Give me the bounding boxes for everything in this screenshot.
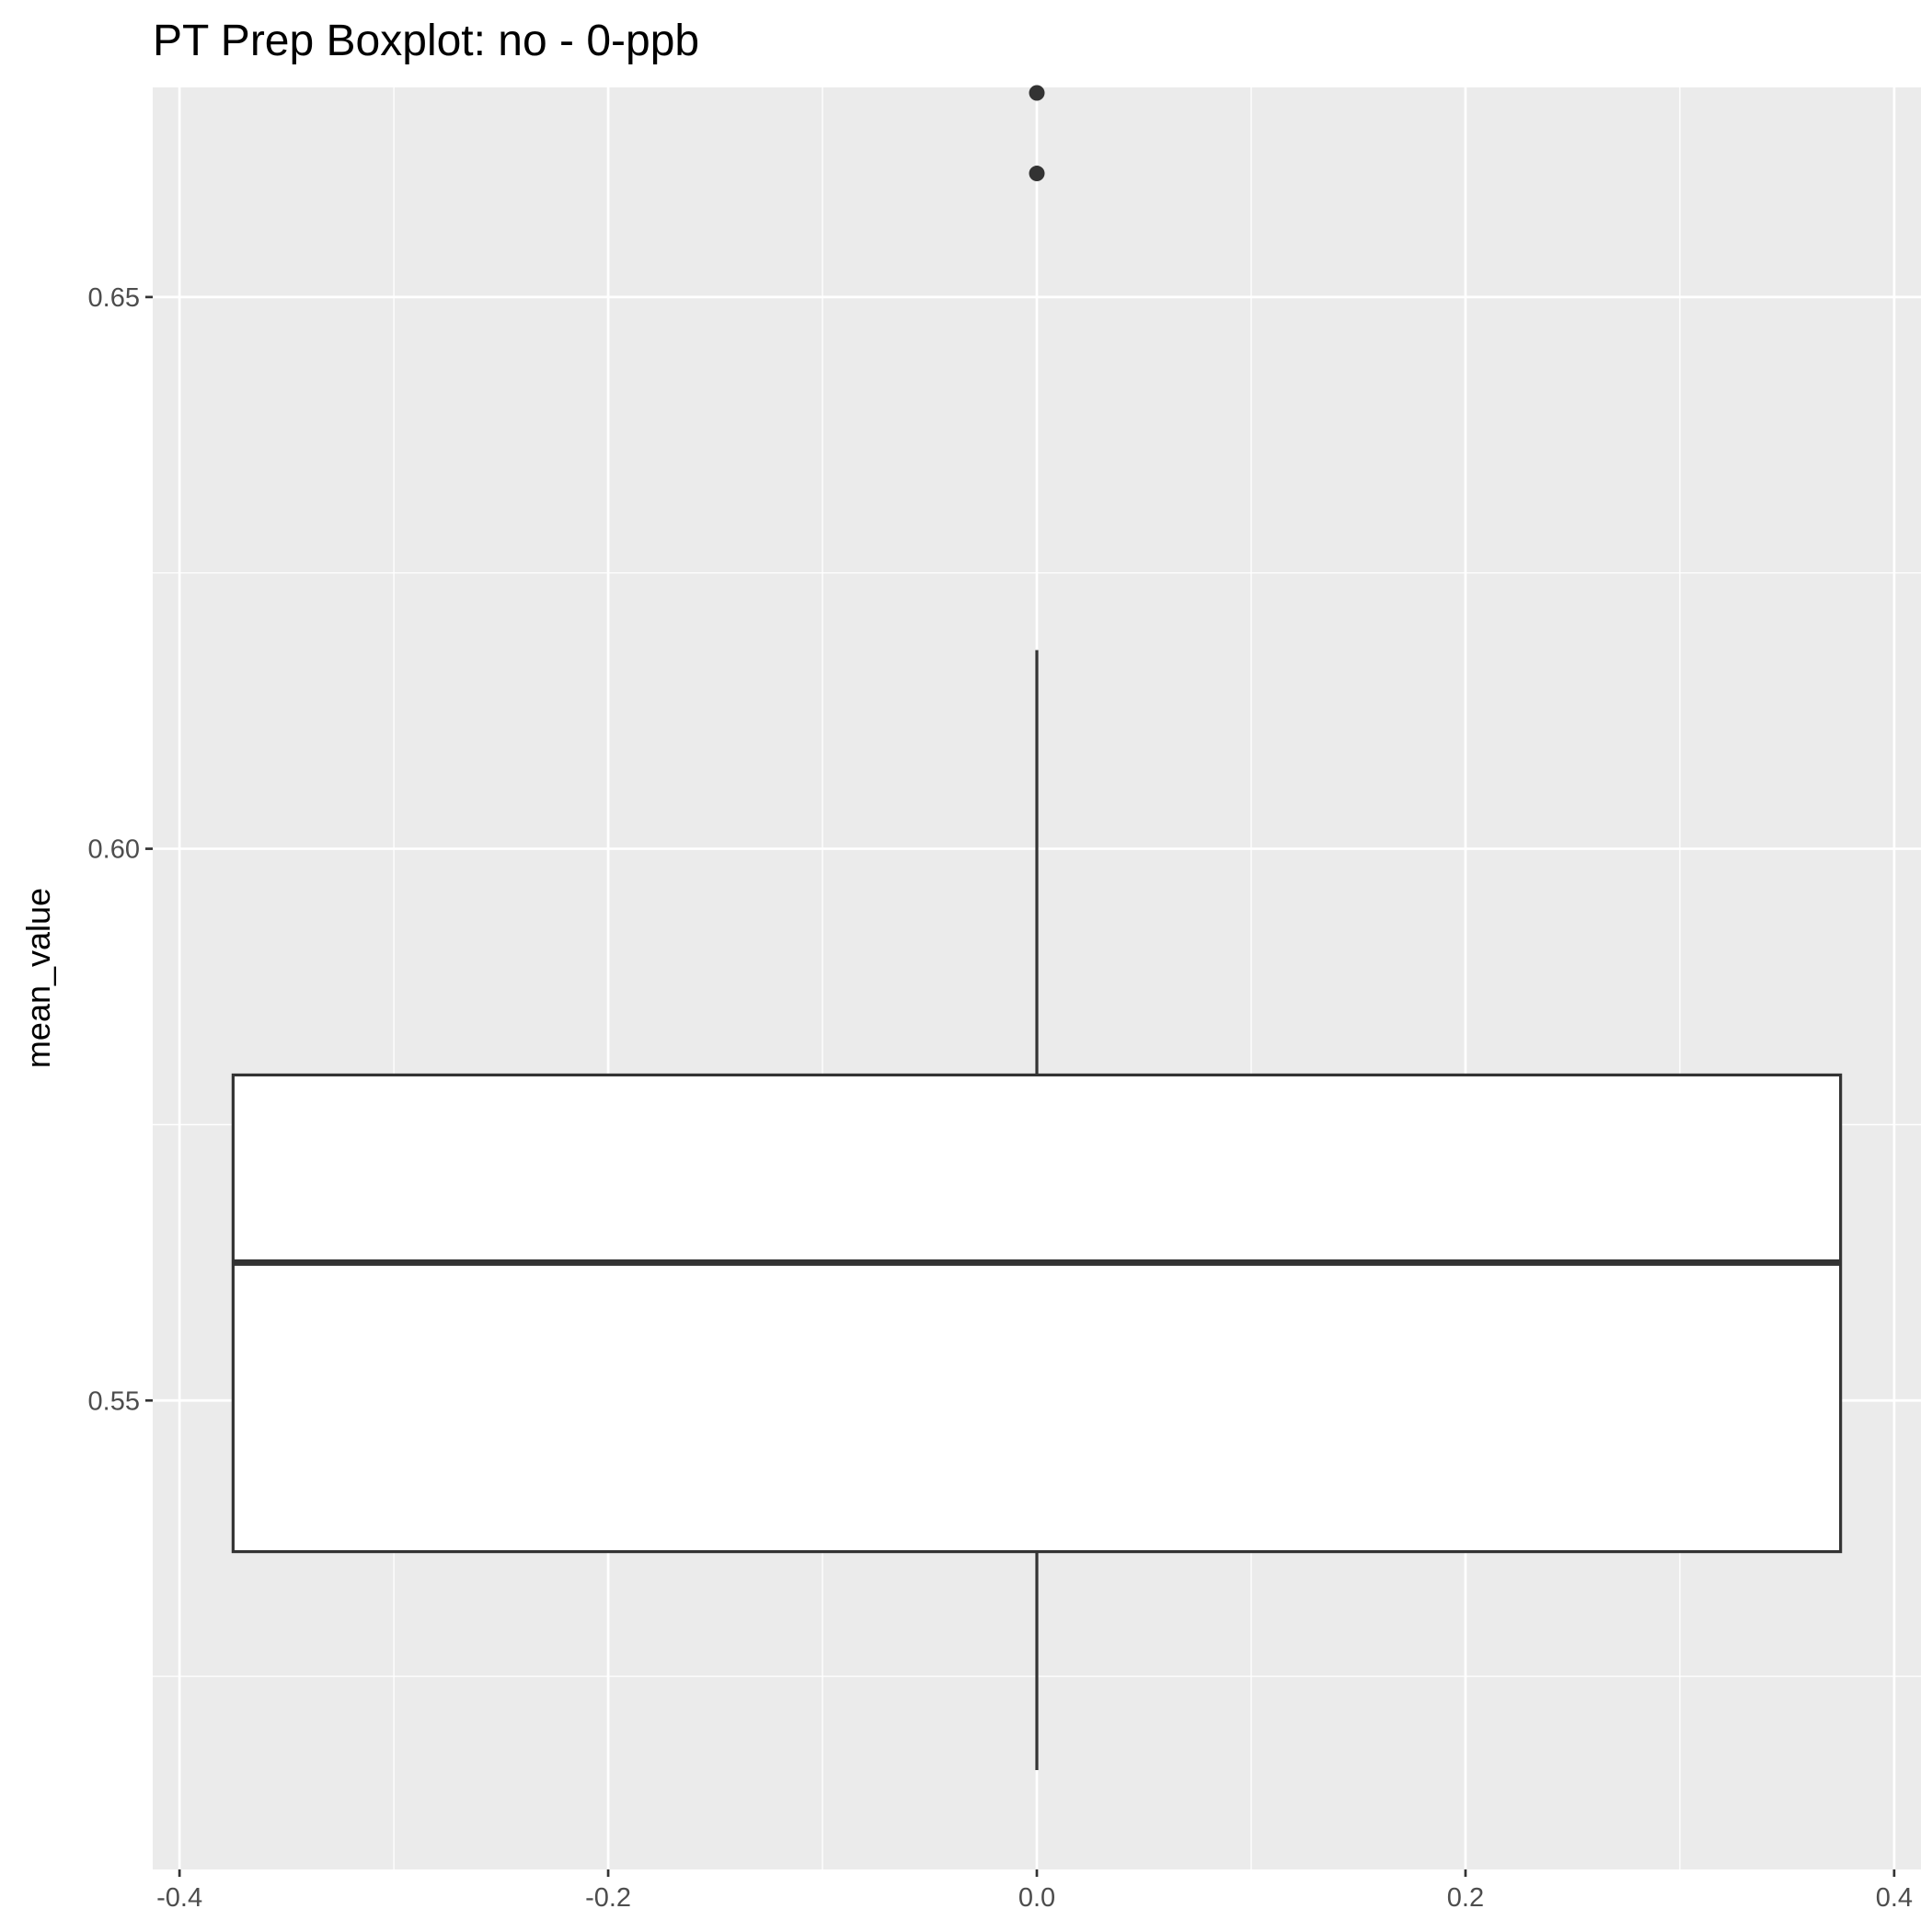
box-iqr <box>231 1073 1843 1554</box>
y-tick-label: 0.55 <box>88 1386 140 1416</box>
x-tick-label: 0.0 <box>1018 1883 1055 1913</box>
outlier-point <box>1029 166 1045 182</box>
y-tick-label: 0.60 <box>88 835 140 865</box>
x-tick-label: -0.4 <box>156 1883 202 1913</box>
chart-title: PT Prep Boxplot: no - 0-ppb <box>153 17 699 65</box>
x-tick-label: 0.2 <box>1447 1883 1484 1913</box>
y-tick-label: 0.65 <box>88 283 140 313</box>
y-axis-title: mean_value <box>19 888 57 1068</box>
box-marks <box>231 85 1843 1771</box>
x-tick-label: 0.4 <box>1876 1883 1913 1913</box>
axes: 0.55 0.60 0.65 -0.4 -0.2 0.0 0.2 0.4 <box>88 283 1913 1913</box>
x-tick-label: -0.2 <box>585 1883 631 1913</box>
outlier-point <box>1029 85 1045 101</box>
